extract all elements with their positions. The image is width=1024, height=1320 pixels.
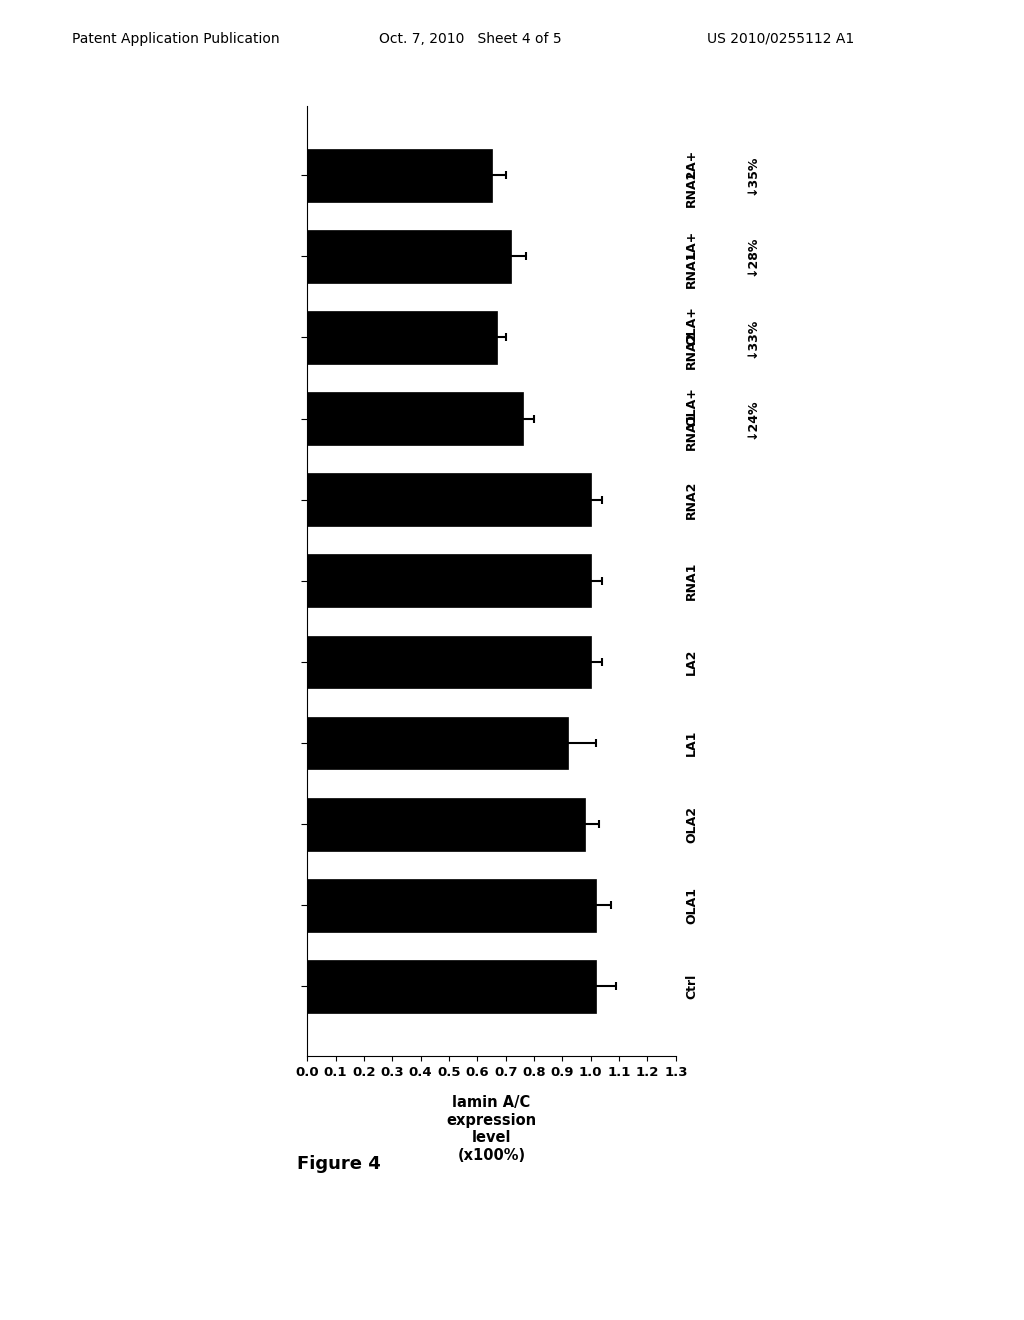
Text: Ctrl: Ctrl [685, 974, 698, 999]
Text: *: * [455, 165, 466, 185]
Text: OLA+: OLA+ [685, 387, 698, 426]
Text: LA+: LA+ [685, 230, 698, 259]
Text: RNA2: RNA2 [685, 480, 698, 519]
Text: RNA1: RNA1 [685, 412, 698, 450]
Text: LA2: LA2 [685, 648, 698, 675]
Text: OLA2: OLA2 [685, 805, 698, 842]
X-axis label: lamin A/C
expression
level
(x100%): lamin A/C expression level (x100%) [446, 1096, 537, 1163]
Text: *: * [474, 247, 486, 267]
Text: RNA1: RNA1 [685, 249, 698, 288]
Bar [307, 960, 596, 1012]
Bar [307, 717, 568, 770]
Text: ↓24%: ↓24% [745, 399, 759, 438]
Bar [307, 474, 591, 527]
Bar [307, 554, 591, 607]
Bar [307, 149, 492, 202]
Bar [307, 230, 511, 282]
Text: Figure 4: Figure 4 [297, 1155, 381, 1173]
Text: US 2010/0255112 A1: US 2010/0255112 A1 [707, 32, 854, 46]
Text: LA1: LA1 [685, 730, 698, 756]
Text: ↓28%: ↓28% [745, 236, 759, 276]
Text: OLA1: OLA1 [685, 887, 698, 924]
Text: ↓33%: ↓33% [745, 317, 759, 358]
Bar [307, 879, 596, 932]
Text: RNA1: RNA1 [685, 561, 698, 601]
Text: Patent Application Publication: Patent Application Publication [72, 32, 280, 46]
Text: ↓35%: ↓35% [745, 154, 759, 195]
Text: RNA2: RNA2 [685, 330, 698, 368]
Text: *: * [466, 327, 477, 347]
Bar [307, 797, 585, 850]
Text: LA+: LA+ [685, 149, 698, 177]
Bar [307, 635, 591, 688]
Text: OLA+: OLA+ [685, 306, 698, 345]
Text: Oct. 7, 2010   Sheet 4 of 5: Oct. 7, 2010 Sheet 4 of 5 [379, 32, 561, 46]
Text: *: * [488, 409, 500, 429]
Bar [307, 312, 498, 364]
Bar [307, 392, 522, 445]
Text: RNA2: RNA2 [685, 168, 698, 206]
